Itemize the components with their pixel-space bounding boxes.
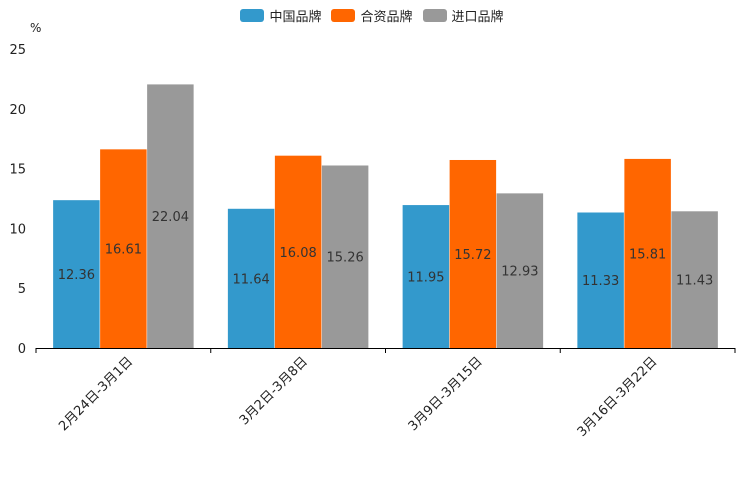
bar — [321, 165, 369, 348]
data-label: 15.81 — [629, 247, 666, 262]
y-tick-label: 0 — [18, 342, 26, 357]
bar — [671, 211, 718, 348]
data-label: 11.43 — [676, 274, 713, 289]
bar — [227, 208, 275, 348]
bar — [577, 212, 624, 348]
bar — [53, 200, 100, 348]
bar — [402, 205, 450, 348]
data-label: 12.93 — [501, 265, 538, 280]
legend-swatch-china-brand — [240, 9, 265, 22]
data-label: 16.08 — [280, 246, 317, 261]
bar — [496, 193, 544, 348]
y-axis-unit: % — [30, 21, 42, 35]
y-tick-label: 25 — [9, 43, 26, 58]
bar — [147, 84, 194, 348]
data-label: 11.64 — [233, 272, 270, 287]
x-category-label: 3月2日-3月8日 — [237, 354, 311, 428]
legend-label-china-brand: 中国品牌 — [269, 10, 322, 25]
data-label: 15.26 — [327, 251, 364, 266]
x-category-label: 3月9日-3月15日 — [406, 354, 486, 434]
legend-label-imported-brand: 进口品牌 — [451, 10, 504, 25]
legend: 中国品牌 合资品牌 进口品牌 — [0, 6, 744, 25]
data-label: 11.33 — [582, 274, 619, 289]
data-label: 11.95 — [407, 271, 444, 286]
data-label: 16.61 — [105, 243, 142, 258]
x-category-label: 3月16日-3月22日 — [575, 354, 661, 440]
data-label: 15.72 — [454, 248, 491, 263]
legend-item-joint-venture-brand[interactable]: 合资品牌 — [331, 6, 413, 25]
bar — [624, 158, 671, 348]
y-tick-label: 10 — [9, 222, 26, 237]
legend-swatch-imported-brand — [422, 9, 447, 22]
legend-swatch-joint-venture-brand — [331, 9, 356, 22]
data-label: 12.36 — [58, 268, 95, 283]
data-label: 22.04 — [152, 210, 189, 225]
bar — [274, 155, 322, 348]
y-tick-label: 15 — [9, 163, 26, 178]
y-tick-label: 20 — [9, 103, 26, 118]
legend-item-china-brand[interactable]: 中国品牌 — [240, 6, 321, 25]
bar — [449, 159, 497, 348]
legend-label-joint-venture-brand: 合资品牌 — [360, 10, 413, 25]
bar — [100, 149, 147, 348]
y-tick-label: 5 — [18, 282, 26, 297]
x-category-label: 2月24日-3月1日 — [56, 354, 136, 434]
legend-item-imported-brand[interactable]: 进口品牌 — [422, 6, 504, 25]
